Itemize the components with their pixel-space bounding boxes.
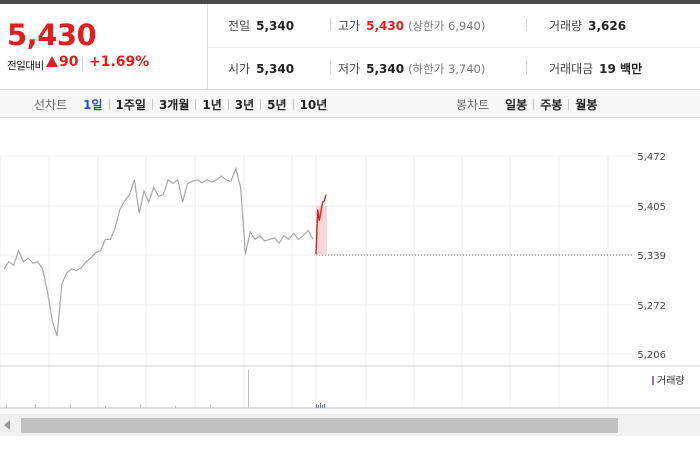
- divider: [330, 61, 331, 74]
- open: 시가 5,340: [228, 60, 294, 77]
- amount: 거래대금 19 백만: [549, 60, 642, 77]
- y-tick-label: 5,339: [637, 251, 666, 262]
- change-amount: 90: [46, 54, 78, 70]
- divider: [330, 18, 331, 31]
- up-shading: [316, 205, 327, 255]
- volume-bar: [324, 404, 325, 408]
- line-period-tab-0[interactable]: 1일: [83, 98, 103, 112]
- line-period-tab-4[interactable]: 3년: [234, 98, 255, 112]
- prev-close-value: 5,340: [256, 19, 295, 33]
- y-tick-label: 5,206: [637, 350, 666, 361]
- candle-chart-title: 봉차트: [456, 98, 490, 112]
- open-label: 시가: [228, 62, 251, 76]
- high-label: 고가: [338, 19, 361, 33]
- tab-divider: [108, 99, 110, 110]
- tab-divider: [533, 99, 535, 110]
- change-amount-value: 90: [59, 54, 79, 70]
- tab-divider: [195, 99, 197, 110]
- volume-swatch: [652, 376, 654, 385]
- candle-chart-tabs: 봉차트 일봉 주봉 월봉: [456, 96, 603, 113]
- scroll-left-icon[interactable]: [4, 420, 10, 430]
- volume-bar: [318, 405, 319, 408]
- tab-divider: [151, 99, 153, 110]
- volume-bar: [320, 403, 321, 408]
- amount-label: 거래대금: [549, 62, 594, 76]
- price-box: 5,430 전일대비 90 +1.69%: [0, 4, 208, 90]
- volume-bar: [210, 405, 211, 408]
- line-period-tab-3[interactable]: 1년: [202, 98, 222, 112]
- volume-bar: [105, 406, 106, 408]
- line-chart-title: 선차트: [34, 98, 68, 112]
- prev-close: 전일 5,340: [228, 17, 294, 34]
- chart-scrollbar[interactable]: [0, 414, 700, 436]
- volume-bar: [140, 405, 141, 408]
- volume-bar: [70, 405, 71, 408]
- volume-bar: [248, 370, 249, 408]
- up-triangle-icon: [46, 56, 58, 67]
- y-tick-label: 5,472: [637, 152, 666, 163]
- row-divider: [208, 47, 700, 48]
- candle-period-tab-2[interactable]: 월봉: [575, 98, 598, 112]
- low-label: 저가: [338, 62, 361, 76]
- line-period-tab-1[interactable]: 1주일: [115, 98, 146, 112]
- tab-divider: [568, 99, 570, 110]
- y-tick-label: 5,272: [637, 301, 666, 312]
- top-bar: [0, 0, 700, 4]
- scroll-thumb[interactable]: [21, 418, 618, 433]
- candle-period-tab-0[interactable]: 일봉: [505, 98, 528, 112]
- volume-bar: [6, 405, 7, 408]
- line-period-tab-5[interactable]: 5년: [267, 98, 287, 112]
- y-tick-label: 5,405: [637, 202, 666, 213]
- upper-limit: (상한가 6,940): [408, 19, 486, 33]
- divider: [526, 61, 527, 74]
- prev-close-label: 전일: [228, 19, 251, 33]
- lower-limit: (하한가 3,740): [408, 62, 486, 76]
- volume-bar: [322, 405, 323, 408]
- volume-bar: [35, 404, 36, 408]
- divider: [526, 18, 527, 31]
- volume-label: 거래량: [549, 19, 583, 33]
- high: 고가 5,430 (상한가 6,940): [338, 17, 485, 34]
- quote-panel: 5,430 전일대비 90 +1.69% 전일 5,340 고가 5,430 (상한가…: [0, 4, 700, 90]
- chart-period-tabs: 선차트 1일 1주일 3개월 1년 3년 5년 10년 봉차트 일봉 주봉 월봉: [0, 90, 700, 118]
- line-period-tab-6[interactable]: 10년: [299, 98, 328, 112]
- change-separator: [82, 57, 83, 71]
- line-chart-tabs: 선차트 1일 1주일 3개월 1년 3년 5년 10년: [34, 96, 333, 113]
- volume: 거래량 3,626: [549, 17, 626, 34]
- price-line-today: [315, 194, 327, 255]
- line-period-tab-2[interactable]: 3개월: [158, 98, 190, 112]
- price-line-previous: [3, 166, 314, 337]
- amount-value: 19 백만: [599, 62, 643, 76]
- volume-bar: [316, 404, 317, 408]
- open-value: 5,340: [256, 62, 295, 76]
- change-label: 전일대비: [7, 60, 44, 72]
- tab-divider: [260, 99, 262, 110]
- change-percent: +1.69%: [89, 54, 150, 70]
- current-price: 5,430: [7, 18, 97, 52]
- candle-period-tab-1[interactable]: 주봉: [540, 98, 563, 112]
- tab-divider: [292, 99, 294, 110]
- tab-divider: [227, 99, 229, 110]
- high-value: 5,430: [366, 19, 405, 33]
- low: 저가 5,340 (하한가 3,740): [338, 60, 485, 77]
- volume-legend-label: 거래량: [657, 376, 685, 387]
- volume-value: 3,626: [588, 19, 627, 33]
- price-chart[interactable]: 5,472 5,405 5,339 5,272 5,206: [0, 118, 700, 418]
- volume-legend: 거래량: [652, 372, 685, 387]
- volume-bar: [175, 406, 176, 408]
- low-value: 5,340: [366, 62, 405, 76]
